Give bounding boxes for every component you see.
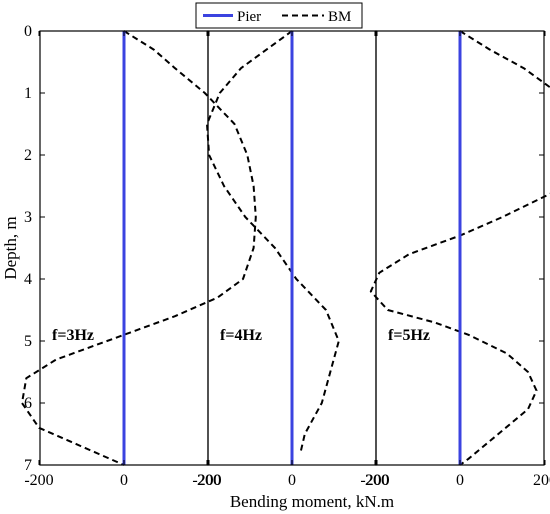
bm-series-line xyxy=(21,30,257,466)
x-tick-label: -200 xyxy=(360,472,389,489)
y-tick-label: 0 xyxy=(24,23,32,40)
x-tick-label: 200 xyxy=(365,472,389,489)
x-tick-label: -200 xyxy=(192,472,221,489)
y-axis-label: Depth, m xyxy=(1,216,20,279)
panel-2: -200 0 200 f=4Hz xyxy=(192,30,389,489)
x-tick-label: 200 xyxy=(197,472,221,489)
y-tick-label: 6 xyxy=(24,395,32,412)
x-tick-label: 0 xyxy=(288,472,296,489)
x-tick-label: 0 xyxy=(120,472,128,489)
x-tick-label: 0 xyxy=(456,472,464,489)
frequency-label: f=3Hz xyxy=(52,327,94,344)
y-tick-label: 7 xyxy=(24,457,32,474)
panel-1: -200 0 200 f=3Hz xyxy=(21,30,257,489)
y-tick-label: 2 xyxy=(24,147,32,164)
y-tick-label: 5 xyxy=(24,333,32,350)
legend-pier-label: Pier xyxy=(237,9,261,25)
frequency-label: f=4Hz xyxy=(220,327,262,344)
bm-series-line xyxy=(206,30,340,453)
frequency-label: f=5Hz xyxy=(388,327,430,344)
panel-3: -200 0 200 f=5Hz xyxy=(360,30,550,489)
y-tick-label: 4 xyxy=(24,271,32,288)
x-tick-label: 200 xyxy=(533,472,550,489)
x-axis-label: Bending moment, kN.m xyxy=(230,492,394,511)
x-tick-label: -200 xyxy=(24,472,53,489)
legend: Pier BM xyxy=(195,2,363,29)
y-tick-label: 1 xyxy=(24,85,32,102)
legend-bm-label: BM xyxy=(328,9,351,25)
panels-layer: -200 0 200 f=3Hz -200 0 200 f=4Hz -200 0 200 f=5Hz xyxy=(21,30,550,489)
y-axis: 0 1 2 3 4 5 6 7 xyxy=(24,23,544,474)
y-tick-label: 3 xyxy=(24,209,32,226)
